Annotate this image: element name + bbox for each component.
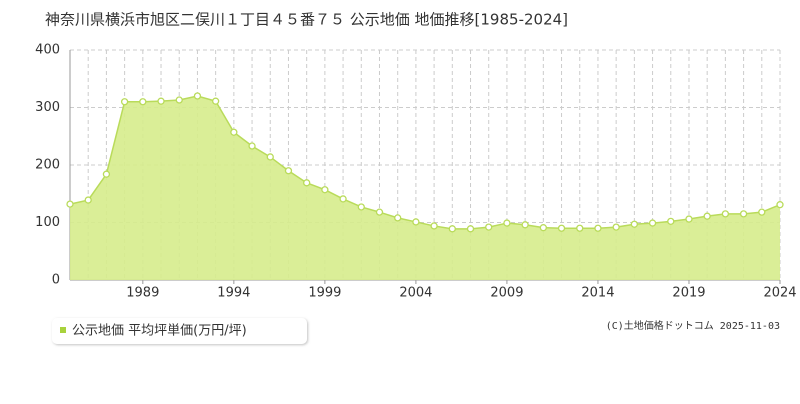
point (193, 92, 202, 100)
x-tick-label: 2024 (763, 286, 796, 301)
legend-swatch (60, 327, 66, 333)
point (630, 220, 639, 228)
point (739, 210, 748, 218)
y-tick-label: 200 (35, 158, 60, 173)
x-tick-label: 1999 (308, 286, 341, 301)
point (230, 128, 238, 136)
point (248, 142, 256, 150)
x-tick-label: 2019 (672, 286, 705, 301)
point (412, 218, 420, 226)
point (612, 223, 620, 231)
point (66, 200, 74, 208)
point (303, 179, 311, 187)
y-tick-label: 100 (35, 215, 60, 230)
point (430, 222, 438, 230)
y-tick-label: 400 (35, 43, 60, 58)
point (539, 224, 547, 232)
point (157, 97, 165, 105)
x-tick-label: 2004 (399, 286, 432, 301)
area (70, 96, 780, 280)
point (594, 224, 602, 232)
point (521, 221, 529, 229)
legend-box (52, 318, 307, 344)
point (84, 196, 92, 204)
point (266, 153, 274, 161)
x-tick-label: 2009 (490, 286, 523, 301)
point (139, 98, 147, 106)
point (557, 224, 566, 232)
point (175, 96, 183, 104)
point (211, 97, 220, 105)
point (321, 186, 329, 194)
point (120, 98, 129, 106)
point (576, 224, 584, 232)
chart-title: 神奈川県横浜市旭区二俣川１丁目４５番７５ 公示地価 地価推移[1985-2024… (45, 11, 568, 29)
x-tick-label: 1994 (217, 286, 250, 301)
point (339, 195, 347, 203)
point (375, 208, 384, 216)
line (69, 95, 781, 230)
point (284, 167, 293, 175)
y-tick-label: 300 (35, 100, 60, 115)
legend-label: 公示地価 平均坪単価(万円/坪) (72, 323, 247, 339)
point (758, 208, 766, 216)
point (357, 203, 365, 211)
point (648, 219, 657, 227)
point (485, 223, 493, 231)
point (703, 212, 711, 220)
point (503, 219, 511, 227)
source: (C)土地価格ドットコム 2025-11-03 (606, 319, 780, 332)
point (667, 217, 675, 226)
point (466, 225, 475, 233)
point (394, 214, 402, 222)
point (102, 170, 111, 178)
point (448, 225, 456, 233)
point (685, 215, 693, 223)
x-tick-label: 1989 (126, 286, 159, 301)
point (776, 201, 784, 209)
point (721, 210, 730, 218)
y-tick-label: 0 (52, 273, 60, 288)
x-tick-label: 2014 (581, 286, 614, 301)
